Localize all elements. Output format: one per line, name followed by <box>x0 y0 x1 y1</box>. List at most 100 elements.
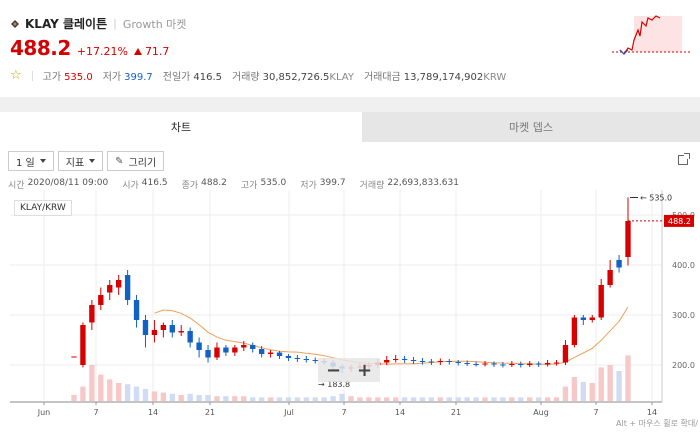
volume-bar <box>178 395 184 401</box>
candle-body <box>160 325 167 330</box>
stat-volume-label: 거래량 <box>232 72 260 83</box>
period-dropdown[interactable]: 1 일 <box>8 151 54 171</box>
volume-bar <box>580 381 587 401</box>
zoom-out-button[interactable]: − <box>325 359 342 381</box>
volume-bar <box>71 395 77 401</box>
stat-prev: 전일가 416.5 <box>163 68 222 83</box>
volume-bar <box>500 397 506 401</box>
tab-market-depth[interactable]: 마켓 뎁스 <box>362 112 700 142</box>
volume-bar <box>553 397 560 401</box>
volume-bar <box>133 386 140 401</box>
volume-bar <box>115 383 122 401</box>
volume-bar <box>571 377 578 401</box>
candle-body <box>544 363 551 365</box>
sparkline-line <box>619 15 661 55</box>
volume-bar <box>80 386 86 401</box>
y-tick-label: 200.0 <box>672 361 695 370</box>
candle-body <box>473 364 479 365</box>
x-tick-label: 14 <box>148 408 158 417</box>
tab-chart[interactable]: 차트 <box>0 112 362 142</box>
candle-body <box>553 362 560 364</box>
volume-bar <box>98 374 104 401</box>
candle-body <box>518 364 524 365</box>
volume-bar <box>518 397 524 401</box>
volume-bar <box>535 397 542 401</box>
candle-body <box>276 352 283 356</box>
ohlc-info-row: 시간 2020/08/11 09:00 시가 416.5 종가 488.2 고가 535… <box>8 178 473 191</box>
candle-body <box>464 363 470 364</box>
caret-down-icon <box>39 159 46 163</box>
chart-toolbar: 1 일 지표 ✎ 그리기 <box>8 151 168 171</box>
volume-bar <box>312 397 318 401</box>
chart-tabs: 차트 마켓 뎁스 <box>0 112 700 142</box>
max-marker-label: ← 535.0 <box>640 194 672 203</box>
price-row: 488.2 +17.21% 71.7 <box>10 36 169 60</box>
candle-body <box>428 361 435 363</box>
volume-bar <box>366 397 372 401</box>
x-tick-label: 7 <box>93 408 98 417</box>
ohlc-volume-label: 거래량 <box>359 181 385 191</box>
y-tick-label: 300.0 <box>672 311 695 320</box>
stat-high-label: 고가 <box>42 72 62 83</box>
candle-body <box>384 360 390 363</box>
volume-bar <box>464 397 470 401</box>
draw-button[interactable]: ✎ 그리기 <box>107 151 165 171</box>
stat-high: 고가 535.0 <box>43 68 93 83</box>
volume-bar <box>562 386 569 401</box>
zoom-in-button[interactable]: + <box>356 359 373 381</box>
pencil-icon: ✎ <box>115 155 124 167</box>
indicator-dropdown[interactable]: 지표 <box>57 151 104 171</box>
pair-label: KLAY/KRW <box>14 200 72 216</box>
ohlc-open-value: 416.5 <box>141 178 168 188</box>
ohlc-low-value: 399.7 <box>319 178 346 188</box>
volume-bar <box>267 397 274 401</box>
candle-body <box>98 295 104 305</box>
volume-bar <box>187 393 193 401</box>
volume-bar <box>589 383 595 401</box>
candle-body <box>294 358 301 359</box>
volume-bar <box>419 397 426 401</box>
x-tick-label: Jul <box>283 408 294 417</box>
volume-bar <box>232 396 238 401</box>
candle-body <box>267 352 274 354</box>
ohlc-close-value: 488.2 <box>201 178 227 188</box>
volume-bar <box>294 397 301 401</box>
stat-high-value: 535.0 <box>64 72 93 83</box>
volume-bar <box>527 397 533 401</box>
x-tick-label: Aug <box>533 408 549 417</box>
candle-body <box>71 356 77 358</box>
volume-bar <box>223 396 229 401</box>
stat-amount-unit: KRW <box>483 72 507 83</box>
chart-panel: 1 일 지표 ✎ 그리기 시간 2020/08/11 09:00 시가 416.5 종… <box>0 142 700 438</box>
candle-body <box>598 285 604 318</box>
candle-body <box>303 359 310 360</box>
change-amount-value: 71.7 <box>144 45 170 58</box>
ohlc-high-value: 535.0 <box>260 178 287 188</box>
stat-low: 저가 399.7 <box>103 68 153 83</box>
volume-bar <box>428 397 435 401</box>
y-tick-label: 400.0 <box>672 261 695 270</box>
candle-body <box>437 361 444 362</box>
candle-body <box>410 360 417 361</box>
volume-bar <box>196 395 202 401</box>
indicator-label: 지표 <box>65 157 85 169</box>
volume-bar <box>446 397 452 401</box>
candle-body <box>491 363 497 365</box>
star-icon[interactable]: ☆ <box>10 68 22 83</box>
candle-body <box>392 359 399 360</box>
candlestick-chart[interactable]: 200.0300.0400.0500.0Jun71421Jul71421Aug7… <box>0 190 700 438</box>
change-amount: 71.7 <box>133 45 170 58</box>
last-price-tag <box>664 214 694 227</box>
volume-bar <box>473 397 479 401</box>
candle-body <box>509 364 515 365</box>
volume-bar <box>437 397 444 401</box>
expand-icon[interactable] <box>678 153 690 165</box>
volume-bar <box>107 379 113 401</box>
stat-prev-value: 416.5 <box>193 72 222 83</box>
klay-logo-icon <box>11 19 19 28</box>
volume-bar <box>142 389 149 401</box>
volume-bar <box>455 397 461 401</box>
volume-bar <box>124 384 131 401</box>
x-tick-label: 7 <box>341 408 346 417</box>
candle-body <box>89 305 95 323</box>
